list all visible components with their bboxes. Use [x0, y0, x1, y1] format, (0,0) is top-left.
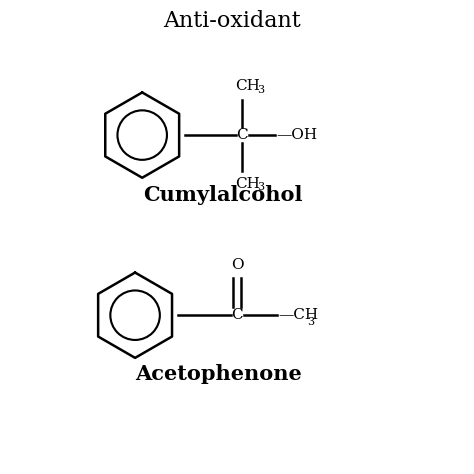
Text: —CH: —CH — [278, 308, 319, 322]
Text: O: O — [231, 258, 243, 272]
Text: C: C — [236, 128, 247, 142]
Text: 3: 3 — [307, 317, 314, 327]
Text: CH: CH — [236, 79, 260, 93]
Text: Cumylalcohol: Cumylalcohol — [143, 185, 302, 205]
Text: —OH: —OH — [276, 128, 317, 142]
Text: Anti-oxidant: Anti-oxidant — [164, 10, 301, 32]
Text: 3: 3 — [257, 85, 264, 95]
Text: Acetophenone: Acetophenone — [135, 364, 301, 383]
Text: CH: CH — [236, 177, 260, 191]
Text: 3: 3 — [257, 182, 264, 192]
Text: C: C — [231, 308, 243, 322]
